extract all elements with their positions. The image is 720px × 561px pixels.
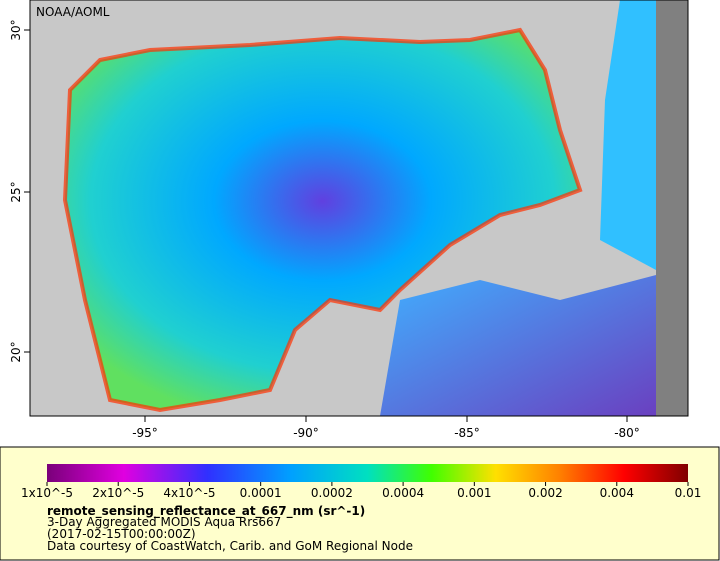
colorbar-label: 0.0001 xyxy=(240,486,282,500)
legend-title: remote_sensing_reflectance_at_667_nm (sr… xyxy=(47,504,365,519)
legend-line: (2017-02-15T00:00:00Z) xyxy=(47,527,196,541)
map: NOAA/AOML xyxy=(29,0,689,417)
map-frame xyxy=(29,0,689,417)
gulf-water xyxy=(62,27,583,413)
colorbar-label: 2x10^-5 xyxy=(92,486,144,500)
axes: 30° 25° 20° -95° -90° -85° -80° xyxy=(9,19,640,440)
colorbar-label: 0.0004 xyxy=(382,486,424,500)
colorbar-label: 0.001 xyxy=(457,486,491,500)
no-data-strip xyxy=(656,0,688,416)
colorbar-label: 0.0002 xyxy=(311,486,353,500)
lat-label: 20° xyxy=(9,341,23,362)
colorbar-label: 1x10^-5 xyxy=(21,486,73,500)
caribbean-water xyxy=(380,275,656,416)
lat-label: 25° xyxy=(9,181,23,202)
credit: NOAA/AOML xyxy=(36,5,110,19)
atlantic-water xyxy=(600,0,656,270)
lon-label: -90° xyxy=(293,426,319,440)
lon-label: -95° xyxy=(132,426,158,440)
legend: 1x10^-5 2x10^-5 4x10^-5 0.0001 0.0002 0.0004 0… xyxy=(21,482,701,553)
lon-label: -80° xyxy=(614,426,640,440)
colorbar-label: 0.004 xyxy=(600,486,634,500)
lon-label: -85° xyxy=(454,426,480,440)
colorbar-label: 0.01 xyxy=(675,486,702,500)
colorbar xyxy=(47,464,688,482)
colorbar-label: 0.002 xyxy=(528,486,562,500)
legend-line: 3-Day Aggregated MODIS Aqua Rrs667 xyxy=(47,515,281,529)
lat-label: 30° xyxy=(9,19,23,40)
legend-line: Data courtesy of CoastWatch, Carib. and … xyxy=(47,539,413,553)
colorbar-label: 4x10^-5 xyxy=(163,486,215,500)
